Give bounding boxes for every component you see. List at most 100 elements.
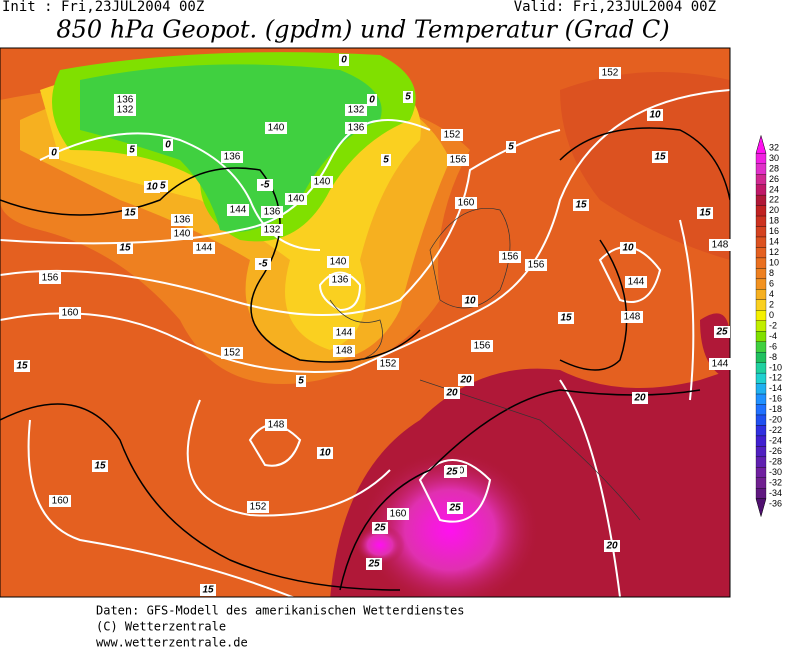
colorbar-swatch bbox=[755, 247, 767, 259]
colorbar-label: -4 bbox=[769, 331, 777, 341]
temperature-label: 0 bbox=[51, 148, 57, 159]
geopotential-label-box bbox=[329, 274, 351, 286]
colorbar-label: -24 bbox=[769, 436, 782, 446]
colorbar-label: -6 bbox=[769, 341, 777, 351]
colorbar-label: 0 bbox=[769, 310, 774, 320]
geopotential-label: 136 bbox=[117, 95, 134, 106]
geopotential-label-box bbox=[171, 228, 193, 240]
map-title: 850 hPa Geopot. (gpdm) und Temperatur (G… bbox=[56, 16, 669, 44]
geopotential-label: 160 bbox=[52, 496, 69, 507]
colorbar-label: 12 bbox=[769, 247, 779, 257]
geopotential-label-box bbox=[227, 204, 249, 216]
geopotential-label: 152 bbox=[602, 68, 619, 79]
geopotential-label: 144 bbox=[628, 277, 645, 288]
geopotential-label-box bbox=[345, 104, 367, 116]
geopotential-label: 160 bbox=[390, 509, 407, 520]
colorbar-label: -26 bbox=[769, 446, 782, 456]
colorbar-label: -32 bbox=[769, 477, 782, 487]
temperature-label-box bbox=[366, 558, 382, 570]
colorbar-cap bbox=[755, 134, 767, 154]
colorbar-swatch bbox=[755, 456, 767, 468]
geopotential-label: 152 bbox=[250, 502, 267, 513]
colorbar-swatch bbox=[755, 477, 767, 489]
geopotential-label-box bbox=[59, 307, 81, 319]
colorbar-label: 24 bbox=[769, 184, 779, 194]
temperature-label: 5 bbox=[298, 376, 304, 387]
temperature-label: 0 bbox=[369, 95, 375, 106]
colorbar-label: 6 bbox=[769, 278, 774, 288]
colorbar-swatch bbox=[755, 383, 767, 395]
geopotential-label: 156 bbox=[42, 273, 59, 284]
colorbar-label: -20 bbox=[769, 415, 782, 425]
colorbar-swatch bbox=[755, 435, 767, 447]
colorbar-swatch bbox=[755, 163, 767, 175]
temperature-label: 15 bbox=[654, 152, 666, 163]
colorbar-swatch bbox=[755, 268, 767, 280]
colorbar-label: 16 bbox=[769, 226, 779, 236]
colorbar-swatch bbox=[755, 236, 767, 248]
valid-time: Valid: Fri,23JUL2004 00Z bbox=[514, 0, 716, 15]
geopotential-label-box bbox=[709, 239, 731, 251]
colorbar-label: 18 bbox=[769, 216, 779, 226]
colorbar-label: 32 bbox=[769, 142, 779, 152]
temperature-label-box bbox=[573, 199, 589, 211]
geopotential-label: 140 bbox=[314, 177, 331, 188]
geopotential-label-box bbox=[171, 214, 193, 226]
geopotential-label-box bbox=[114, 104, 136, 116]
geopotential-label: 132 bbox=[117, 105, 134, 116]
geopotential-label: 136 bbox=[348, 123, 365, 134]
temperature-label: 20 bbox=[459, 375, 472, 386]
geopotential-label: 152 bbox=[380, 359, 397, 370]
temperature-label: 20 bbox=[605, 541, 618, 552]
colorbar-label: 30 bbox=[769, 153, 779, 163]
geopotential-label: 144 bbox=[196, 243, 213, 254]
geopotential-label: 136 bbox=[174, 215, 191, 226]
temperature-label-box bbox=[444, 466, 460, 478]
colorbar-label: 22 bbox=[769, 195, 779, 205]
geopotential-label-box bbox=[221, 151, 243, 163]
geopotential-label-box bbox=[247, 501, 269, 513]
temperature-label: 10 bbox=[319, 448, 331, 459]
colorbar-cap bbox=[755, 498, 767, 518]
colorbar-label: 26 bbox=[769, 174, 779, 184]
colorbar-label: -36 bbox=[769, 498, 782, 508]
geopotential-label: 136 bbox=[332, 275, 349, 286]
geopotential-label: 156 bbox=[474, 341, 491, 352]
temperature-label: 15 bbox=[119, 243, 131, 254]
geopotential-label-box bbox=[285, 193, 307, 205]
geopotential-label-box bbox=[377, 358, 399, 370]
temperature-label: 10 bbox=[649, 110, 661, 121]
temperature-label-box bbox=[367, 94, 377, 106]
colorbar-label: -34 bbox=[769, 488, 782, 498]
colorbar-swatch bbox=[755, 372, 767, 384]
colorbar-swatch bbox=[755, 341, 767, 353]
footer-line: Daten: GFS-Modell des amerikanischen Wet… bbox=[96, 604, 464, 618]
temperature-label-box bbox=[127, 144, 137, 156]
colorbar-swatch bbox=[755, 320, 767, 332]
temperature-label-box bbox=[506, 141, 516, 153]
geopotential-label: 156 bbox=[450, 155, 467, 166]
temperature-label: 5 bbox=[405, 92, 411, 103]
geopotential-label: 148 bbox=[268, 420, 285, 431]
colorbar-swatch bbox=[755, 174, 767, 185]
geopotential-label-box bbox=[455, 197, 477, 209]
geopotential-label: 140 bbox=[268, 123, 285, 134]
colorbar-swatch bbox=[755, 446, 767, 458]
colorbar-label: -10 bbox=[769, 362, 782, 372]
temperature-label: -5 bbox=[259, 259, 268, 270]
temperature-label: 15 bbox=[124, 208, 136, 219]
colorbar-swatch bbox=[755, 488, 767, 499]
geopotential-label-box bbox=[621, 311, 643, 323]
temperature-label: 20 bbox=[445, 388, 458, 399]
colorbar-label: -28 bbox=[769, 456, 782, 466]
geopotential-label-box bbox=[261, 206, 283, 218]
geopotential-label: 156 bbox=[502, 252, 519, 263]
temperature-label: 20 bbox=[633, 393, 646, 404]
colorbar-label: -16 bbox=[769, 394, 782, 404]
geopotential-label-box bbox=[345, 122, 367, 134]
geopotential-label-box bbox=[114, 94, 136, 106]
geopotential-label-box bbox=[327, 256, 349, 268]
temperature-label-box bbox=[255, 258, 271, 270]
colorbar-label: 28 bbox=[769, 163, 779, 173]
temperature-label-box bbox=[200, 584, 216, 596]
